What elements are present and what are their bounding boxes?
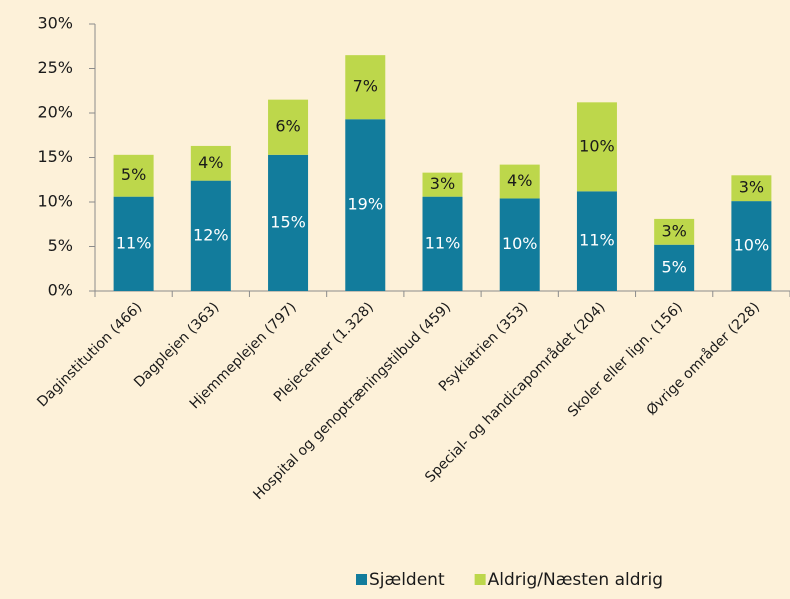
value-label: 15% — [270, 212, 306, 231]
y-tick-label: 25% — [37, 58, 73, 77]
value-label: 5% — [661, 257, 686, 276]
value-label: 10% — [502, 234, 538, 253]
legend-label: Sjældent — [369, 570, 445, 590]
bar-segment — [576, 102, 617, 192]
legend-swatch — [474, 574, 486, 585]
bar-segment — [268, 154, 309, 291]
x-tick-label: Daginstitution (466) — [34, 299, 145, 410]
bar-segment — [345, 119, 386, 291]
value-label: 11% — [579, 231, 615, 250]
value-label: 11% — [425, 233, 461, 252]
x-tick-label: Dagplejen (363) — [131, 299, 222, 390]
bar-segment — [731, 201, 772, 291]
value-label: 3% — [430, 174, 455, 193]
value-label: 5% — [121, 165, 146, 184]
y-tick-label: 10% — [37, 192, 73, 211]
y-tick-label: 0% — [48, 281, 73, 300]
bar-segment — [422, 172, 463, 197]
bar-segment — [654, 218, 695, 245]
y-tick-label: 20% — [37, 103, 73, 122]
bar-segment — [654, 244, 695, 291]
value-label: 12% — [193, 225, 229, 244]
value-label: 7% — [353, 77, 378, 96]
value-label: 19% — [347, 195, 383, 214]
bar-segment — [576, 191, 617, 291]
bar-segment — [345, 55, 386, 120]
y-tick-label: 15% — [37, 147, 73, 166]
value-label: 3% — [739, 178, 764, 197]
value-label: 3% — [661, 221, 686, 240]
bar-segment — [422, 196, 463, 291]
bar-segment — [113, 196, 154, 291]
bar-segment — [499, 198, 540, 291]
legend-swatch — [356, 574, 367, 585]
value-label: 10% — [579, 136, 615, 155]
value-label: 11% — [116, 233, 152, 252]
legend-label: Aldrig/Næsten aldrig — [488, 570, 663, 590]
value-label: 4% — [198, 153, 223, 172]
bar-segment — [731, 175, 772, 202]
y-tick-label: 5% — [48, 236, 73, 255]
bar-segment — [268, 99, 309, 155]
value-label: 10% — [734, 236, 770, 255]
value-label: 6% — [275, 117, 300, 136]
bar-segment — [499, 164, 540, 199]
bar-segment — [190, 145, 231, 181]
value-label: 4% — [507, 171, 532, 190]
bar-segment — [113, 154, 154, 197]
y-tick-label: 30% — [37, 14, 73, 33]
bar-segment — [190, 180, 231, 291]
